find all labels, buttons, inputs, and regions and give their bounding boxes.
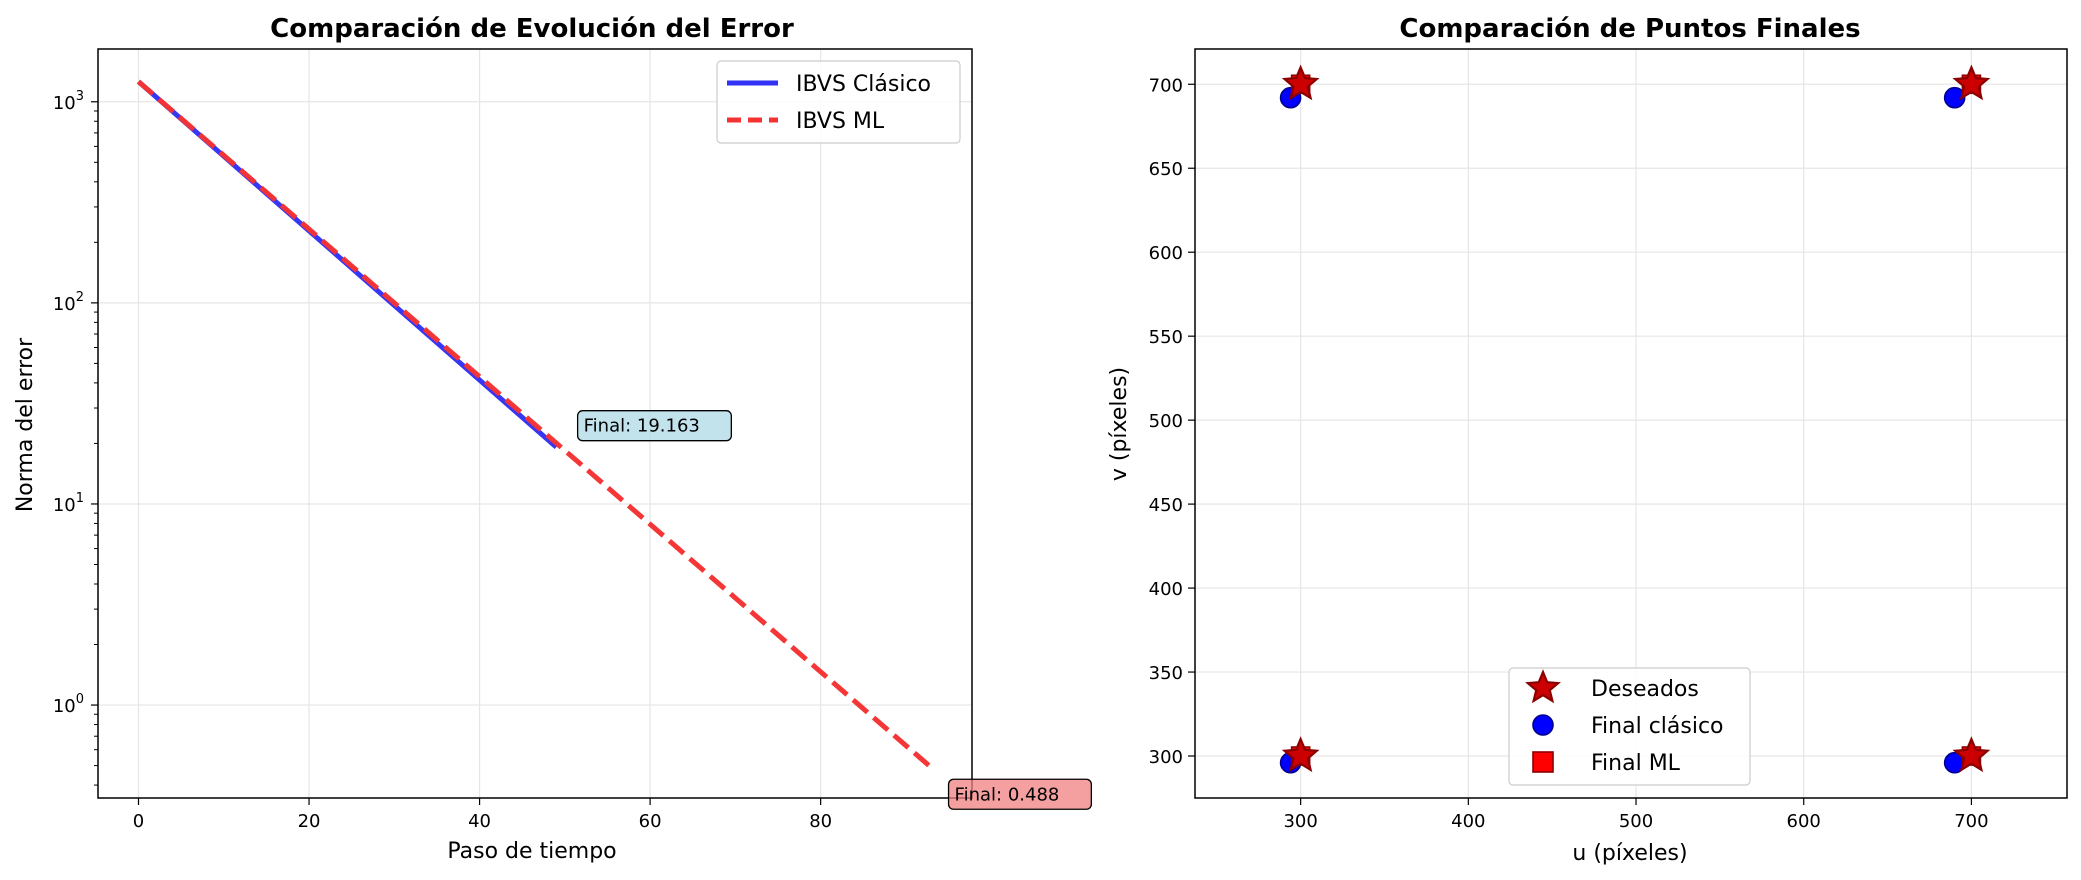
chart-title: Comparación de Evolución del Error — [270, 14, 794, 44]
x-tick-label: 500 — [1619, 811, 1653, 832]
legend-label: Deseados — [1591, 677, 1699, 702]
y-tick-label: 700 — [1149, 75, 1183, 96]
annotation-box — [947, 778, 1093, 810]
legend-label: IBVS Clásico — [796, 72, 931, 97]
legend-label: Final clásico — [1591, 714, 1724, 739]
x-axis-label: u (píxeles) — [1572, 841, 1687, 866]
annotation-label: Final: 19.163 — [584, 416, 700, 437]
legend-marker — [1532, 714, 1554, 736]
series-line-1 — [136, 79, 934, 770]
plot-frame — [97, 48, 973, 799]
x-tick-label: 400 — [1451, 811, 1485, 832]
y-tick-label: 400 — [1149, 579, 1183, 600]
point-deseado — [1952, 736, 1991, 773]
legend-box — [1508, 667, 1751, 786]
point-deseado — [1952, 64, 1991, 101]
point-final-clasico — [1943, 86, 1966, 109]
legend-label: Final ML — [1591, 751, 1681, 776]
final-points-chart: Comparación de Puntos Finales u (píxeles… — [1107, 14, 2068, 866]
error-evolution-chart: Comparación de Evolución del Error Paso … — [13, 14, 1093, 864]
y-tick-label: 102 — [53, 290, 84, 315]
x-tick-label: 0 — [133, 811, 144, 832]
y-tick-label: 350 — [1149, 663, 1183, 684]
x-tick-label: 60 — [639, 811, 662, 832]
y-tick-label: 500 — [1149, 411, 1183, 432]
annotation-label: Final: 0.488 — [955, 784, 1060, 805]
chart-title: Comparación de Puntos Finales — [1399, 14, 1860, 44]
x-tick-label: 20 — [298, 811, 321, 832]
legend-label: IBVS ML — [796, 109, 885, 134]
x-tick-label: 600 — [1787, 811, 1821, 832]
y-tick-label: 300 — [1149, 747, 1183, 768]
y-axis-label: v (píxeles) — [1107, 367, 1132, 481]
y-tick-label: 100 — [53, 692, 84, 717]
legend-marker — [1532, 751, 1554, 773]
point-deseado — [1281, 64, 1320, 101]
point-deseado — [1281, 736, 1320, 773]
y-tick-label: 450 — [1149, 495, 1183, 516]
annotation-box — [576, 410, 732, 442]
y-tick-label: 550 — [1149, 327, 1183, 348]
x-axis-label: Paso de tiempo — [447, 839, 616, 864]
y-tick-label: 600 — [1149, 243, 1183, 264]
legend-marker — [1525, 669, 1561, 704]
y-tick-label: 101 — [53, 491, 84, 516]
x-tick-label: 40 — [468, 811, 491, 832]
y-axis-label: Norma del error — [13, 337, 38, 512]
x-tick-label: 80 — [809, 811, 832, 832]
y-tick-label: 650 — [1149, 159, 1183, 180]
y-tick-label: 103 — [53, 89, 84, 114]
x-tick-label: 300 — [1283, 811, 1317, 832]
plot-frame — [1194, 48, 2068, 799]
x-tick-label: 700 — [1954, 811, 1988, 832]
